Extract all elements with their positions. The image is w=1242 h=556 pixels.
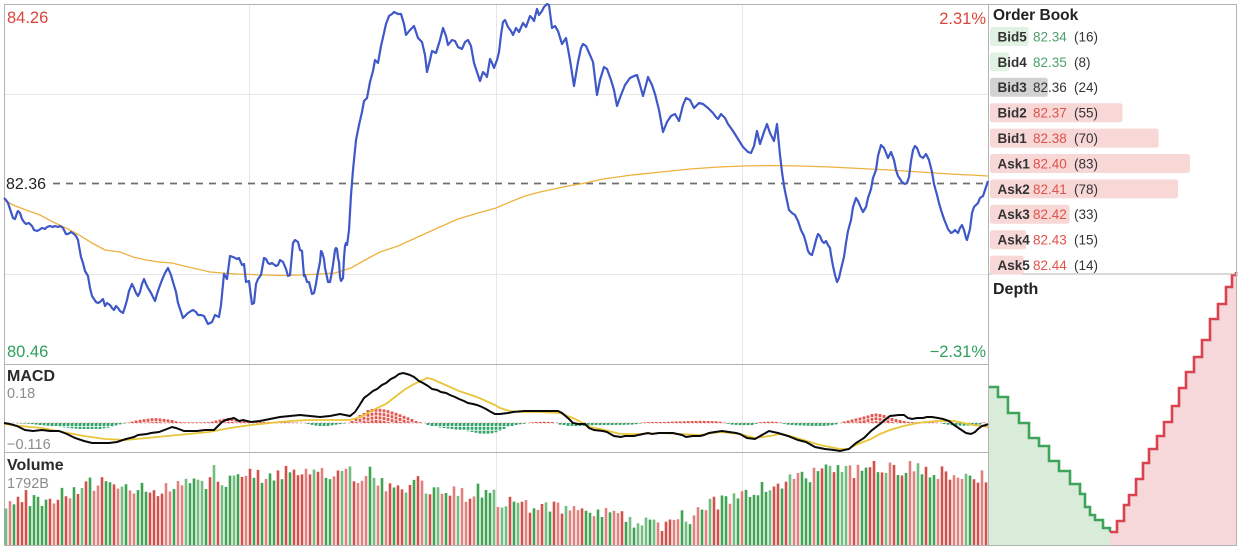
- svg-text:82.41: 82.41: [1033, 182, 1067, 197]
- svg-text:82.38: 82.38: [1033, 131, 1067, 146]
- svg-text:82.34: 82.34: [1033, 29, 1067, 44]
- svg-text:82.43: 82.43: [1033, 233, 1067, 248]
- svg-text:Ask1: Ask1: [998, 156, 1031, 171]
- svg-text:82.44: 82.44: [1033, 258, 1067, 273]
- svg-text:(15): (15): [1074, 233, 1098, 248]
- svg-text:Depth: Depth: [993, 281, 1038, 298]
- svg-text:(70): (70): [1074, 131, 1098, 146]
- svg-text:2.31%: 2.31%: [939, 10, 986, 28]
- svg-text:Ask2: Ask2: [998, 182, 1030, 197]
- svg-text:(33): (33): [1074, 207, 1098, 222]
- svg-text:Volume: Volume: [7, 457, 64, 474]
- svg-text:82.35: 82.35: [1033, 55, 1067, 70]
- svg-text:(24): (24): [1074, 80, 1098, 95]
- svg-text:(14): (14): [1074, 258, 1098, 273]
- svg-text:−0.116: −0.116: [7, 437, 51, 453]
- svg-text:(16): (16): [1074, 29, 1098, 44]
- svg-text:Ask3: Ask3: [998, 207, 1031, 222]
- svg-text:Bid5: Bid5: [998, 29, 1028, 44]
- svg-text:−2.31%: −2.31%: [930, 343, 987, 361]
- svg-text:Bid3: Bid3: [998, 80, 1028, 95]
- svg-text:MACD: MACD: [7, 368, 55, 385]
- svg-text:82.36: 82.36: [6, 176, 46, 193]
- svg-text:82.37: 82.37: [1033, 106, 1067, 121]
- svg-text:Order Book: Order Book: [993, 7, 1079, 24]
- svg-text:Bid4: Bid4: [998, 55, 1028, 70]
- svg-text:(55): (55): [1074, 106, 1098, 121]
- svg-text:82.36: 82.36: [1033, 80, 1067, 95]
- svg-text:Ask5: Ask5: [998, 258, 1031, 273]
- svg-text:(78): (78): [1074, 182, 1098, 197]
- svg-text:(83): (83): [1074, 156, 1098, 171]
- svg-text:(8): (8): [1074, 55, 1091, 70]
- svg-text:82.42: 82.42: [1033, 207, 1067, 222]
- svg-text:1792B: 1792B: [7, 476, 49, 492]
- svg-text:Ask4: Ask4: [998, 233, 1031, 248]
- svg-text:Bid1: Bid1: [998, 131, 1028, 146]
- svg-text:0.18: 0.18: [7, 386, 35, 402]
- svg-text:82.40: 82.40: [1033, 156, 1067, 171]
- svg-text:84.26: 84.26: [7, 9, 48, 27]
- svg-text:Bid2: Bid2: [998, 106, 1027, 121]
- svg-text:80.46: 80.46: [7, 343, 48, 361]
